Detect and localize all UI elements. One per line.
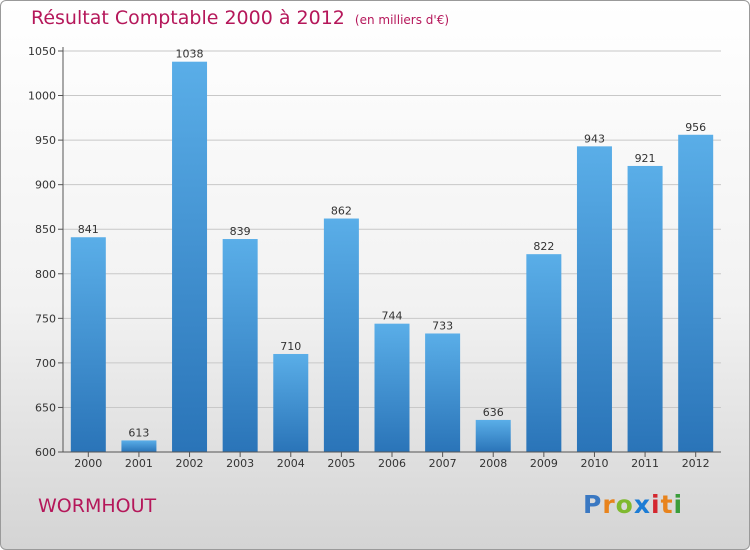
data-label-2004: 710	[280, 340, 301, 353]
data-label-2007: 733	[432, 319, 453, 332]
labels: 600 650 700 750 800 850 900 950 1000 1050 2000 841 2…	[28, 45, 710, 470]
bar-2000	[70, 237, 106, 452]
bar-2004	[273, 353, 309, 452]
axes	[58, 47, 721, 457]
y-tick-label: 1050	[28, 45, 56, 58]
x-tick-label: 2007	[429, 457, 457, 470]
y-tick-label: 900	[35, 179, 56, 192]
y-tick-label: 700	[35, 357, 56, 370]
y-tick-label: 600	[35, 446, 56, 459]
x-tick-label: 2006	[378, 457, 406, 470]
x-tick-label: 2004	[277, 457, 305, 470]
bar-2006	[374, 323, 410, 452]
bar-2011	[627, 165, 663, 452]
title-text: Résultat Comptable 2000 à 2012	[31, 7, 345, 29]
data-label-2012: 956	[685, 121, 706, 134]
bar-2012	[678, 134, 714, 452]
city-name: WORMHOUT	[38, 495, 157, 517]
bars	[70, 61, 714, 453]
data-label-2011: 921	[635, 152, 656, 165]
unit-label: (en milliers d'€)	[354, 13, 450, 27]
bar-2001	[121, 440, 157, 452]
x-tick-label: 2009	[530, 457, 558, 470]
data-label-2001: 613	[128, 426, 149, 439]
logo-letter: i	[651, 490, 661, 519]
bar-2003	[222, 239, 258, 452]
x-tick-label: 2003	[226, 457, 254, 470]
x-tick-label: 2008	[479, 457, 507, 470]
data-label-2002: 1038	[176, 48, 204, 61]
logo-letter: t	[660, 490, 674, 519]
data-label-2003: 839	[230, 225, 251, 238]
chart-title: Résultat Comptable 2000 à 2012 (en millie…	[31, 7, 449, 29]
y-tick-label: 1000	[28, 90, 56, 103]
logo-letter: i	[673, 490, 684, 519]
y-tick-label: 800	[35, 268, 56, 281]
data-label-2000: 841	[78, 223, 99, 236]
data-label-2009: 822	[533, 240, 554, 253]
x-tick-label: 2010	[580, 457, 608, 470]
bar-2009	[526, 254, 562, 452]
x-tick-label: 2002	[176, 457, 204, 470]
bar-2005	[323, 218, 359, 452]
y-tick-label: 650	[35, 401, 56, 414]
bar-2002	[172, 61, 208, 453]
logo-letter: r	[602, 490, 616, 519]
logo-letter: x	[633, 490, 651, 519]
data-label-2008: 636	[483, 406, 504, 419]
data-label-2005: 862	[331, 205, 352, 218]
bar-2007	[425, 333, 461, 452]
data-label-2010: 943	[584, 132, 605, 145]
bar-2010	[576, 146, 612, 453]
logo-letter: o	[615, 490, 634, 519]
logo-letter: P	[583, 490, 603, 519]
y-tick-label: 750	[35, 312, 56, 325]
y-tick-label: 950	[35, 134, 56, 147]
x-tick-label: 2005	[327, 457, 355, 470]
bar-2008	[475, 419, 511, 452]
x-tick-label: 2000	[74, 457, 102, 470]
y-tick-label: 850	[35, 223, 56, 236]
proxiti-logo: Proxiti	[583, 490, 683, 519]
x-tick-label: 2012	[682, 457, 710, 470]
x-tick-label: 2001	[125, 457, 153, 470]
x-tick-label: 2011	[631, 457, 659, 470]
data-label-2006: 744	[382, 310, 403, 323]
